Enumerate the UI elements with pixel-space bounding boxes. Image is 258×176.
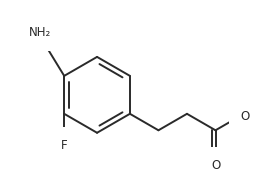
Text: O: O xyxy=(211,159,220,172)
Text: NH₂: NH₂ xyxy=(29,26,51,39)
Text: F: F xyxy=(61,139,68,152)
Text: O: O xyxy=(241,110,250,123)
